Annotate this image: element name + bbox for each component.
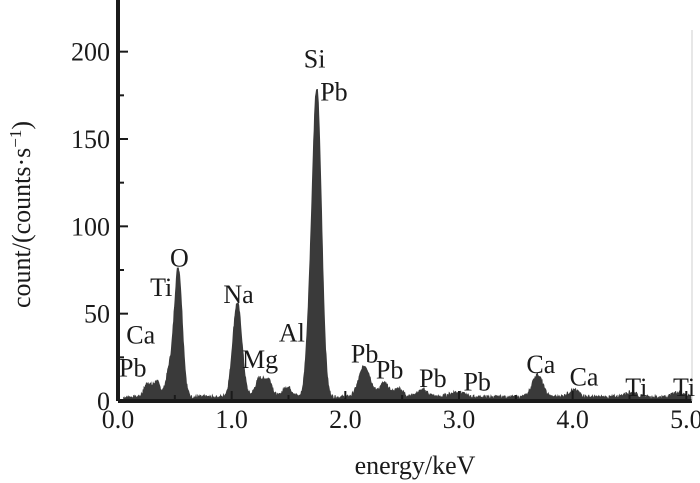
y-axis-title-close: ) (7, 121, 36, 130)
peak-label: Ti (625, 373, 647, 402)
y-tick-label: 150 (71, 125, 110, 154)
peak-label: Ca (126, 320, 155, 349)
peak-label: Al (279, 319, 305, 348)
y-axis-title-superscript: −1 (6, 130, 25, 148)
peak-label: Pb (119, 354, 146, 383)
peak-label: Pb (376, 355, 403, 384)
peak-label: Pb (419, 364, 446, 393)
y-ticks: 0 50 100 150 200 (71, 38, 128, 416)
x-tick-label: 0.0 (102, 405, 135, 434)
x-tick-label: 4.0 (556, 405, 589, 434)
peak-label: Mg (242, 345, 278, 374)
peak-label: Ca (526, 350, 555, 379)
peak-label: Ca (570, 362, 599, 391)
plot-area (116, 0, 693, 403)
peak-label: O (170, 244, 189, 273)
y-tick-label: 100 (71, 212, 110, 241)
y-tick-label: 50 (84, 300, 110, 329)
x-ticks: 0.0 1.0 2.0 3.0 4.0 5.0 (102, 391, 700, 434)
y-tick-label: 0 (97, 387, 110, 416)
peak-label: Na (223, 280, 254, 309)
peak-label: Si (304, 44, 326, 73)
x-axis-title: energy/keV (355, 451, 476, 480)
x-tick-label: 2.0 (329, 405, 362, 434)
peak-label: Ti (150, 273, 172, 302)
y-axis-title: count/(counts·s−1) (6, 121, 36, 308)
peak-label: Ti (673, 373, 695, 402)
peak-label: Pb (351, 340, 378, 369)
peak-label: Pb (320, 78, 347, 107)
y-axis-title-main: count/(counts·s (7, 148, 36, 308)
spectrum-area (123, 89, 692, 402)
x-tick-label: 3.0 (443, 405, 476, 434)
y-tick-label: 200 (71, 38, 110, 67)
x-tick-label: 5.0 (670, 405, 700, 434)
peak-label: Pb (463, 368, 490, 397)
x-tick-label: 1.0 (215, 405, 248, 434)
